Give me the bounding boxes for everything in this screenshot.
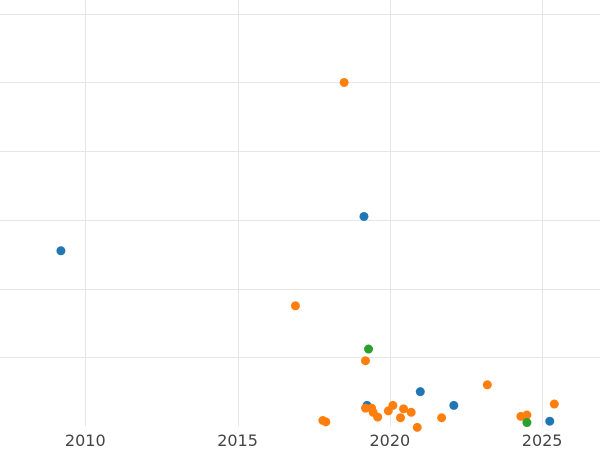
data-point-series-2-14 — [406, 407, 416, 417]
data-point-series-1-2 — [359, 211, 369, 221]
data-point-series-2-11 — [388, 400, 398, 410]
x-axis-ticks: 2010 2015 2020 2025 — [65, 431, 563, 450]
data-point-series-2-15 — [412, 422, 422, 432]
data-points — [56, 77, 559, 432]
data-point-series-1-6 — [545, 416, 555, 426]
data-point-series-1-4 — [415, 387, 425, 397]
data-point-series-2-12 — [396, 413, 406, 423]
x-tick-label-2015: 2015 — [217, 431, 258, 450]
data-point-series-2-1 — [339, 77, 349, 87]
grid — [0, 0, 600, 426]
data-point-series-3-2 — [522, 418, 532, 428]
data-point-series-2-2 — [290, 301, 300, 311]
data-point-series-2-3 — [360, 356, 370, 366]
data-point-series-2-13 — [399, 404, 409, 414]
data-point-series-3-1 — [364, 344, 374, 354]
x-tick-label-2010: 2010 — [65, 431, 106, 450]
data-point-series-2-20 — [549, 399, 559, 409]
data-point-series-2-5 — [321, 417, 331, 427]
data-point-series-1-5 — [449, 400, 459, 410]
data-point-series-2-17 — [482, 380, 492, 390]
x-tick-label-2020: 2020 — [369, 431, 410, 450]
data-point-series-1-1 — [56, 246, 66, 256]
data-point-series-2-16 — [437, 413, 447, 423]
data-point-series-2-19 — [522, 410, 532, 420]
data-point-series-2-9 — [373, 412, 383, 422]
x-tick-label-2025: 2025 — [522, 431, 563, 450]
